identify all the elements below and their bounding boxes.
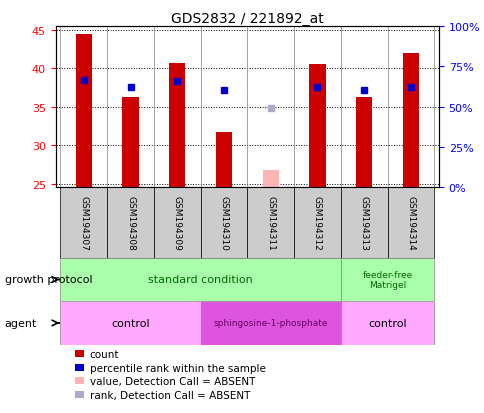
Text: standard condition: standard condition bbox=[148, 275, 253, 285]
Bar bbox=[402, 54, 418, 188]
Text: count: count bbox=[90, 349, 119, 359]
Text: GSM194312: GSM194312 bbox=[312, 196, 321, 250]
Bar bbox=[153, 188, 200, 258]
Bar bbox=[76, 35, 92, 188]
Bar bbox=[387, 188, 433, 258]
Text: GSM194309: GSM194309 bbox=[172, 196, 182, 250]
Text: growth protocol: growth protocol bbox=[5, 275, 92, 285]
Bar bbox=[60, 258, 340, 301]
Title: GDS2832 / 221892_at: GDS2832 / 221892_at bbox=[171, 12, 323, 26]
Bar bbox=[107, 188, 153, 258]
Bar bbox=[169, 64, 185, 188]
Bar bbox=[122, 98, 138, 188]
Bar bbox=[293, 188, 340, 258]
Text: GSM194310: GSM194310 bbox=[219, 196, 228, 250]
Bar bbox=[309, 65, 325, 188]
Text: value, Detection Call = ABSENT: value, Detection Call = ABSENT bbox=[90, 377, 255, 387]
Text: percentile rank within the sample: percentile rank within the sample bbox=[90, 363, 265, 373]
Text: GSM194311: GSM194311 bbox=[266, 196, 274, 250]
Bar bbox=[247, 188, 293, 258]
Bar bbox=[340, 188, 387, 258]
Bar bbox=[60, 301, 200, 345]
Text: GSM194307: GSM194307 bbox=[79, 196, 88, 250]
Bar bbox=[200, 301, 340, 345]
Text: agent: agent bbox=[5, 318, 37, 328]
Text: rank, Detection Call = ABSENT: rank, Detection Call = ABSENT bbox=[90, 390, 250, 400]
Text: GSM194308: GSM194308 bbox=[126, 196, 135, 250]
Text: sphingosine-1-phosphate: sphingosine-1-phosphate bbox=[213, 319, 327, 328]
Text: GSM194313: GSM194313 bbox=[359, 196, 368, 250]
Text: feeder-free
Matrigel: feeder-free Matrigel bbox=[362, 270, 412, 290]
Text: control: control bbox=[367, 318, 406, 328]
Bar bbox=[262, 170, 278, 188]
Bar bbox=[355, 97, 372, 188]
Bar bbox=[340, 258, 433, 301]
Bar bbox=[60, 188, 107, 258]
Text: control: control bbox=[111, 318, 150, 328]
Bar bbox=[215, 133, 232, 188]
Bar bbox=[200, 188, 247, 258]
Text: GSM194314: GSM194314 bbox=[406, 196, 414, 250]
Bar bbox=[340, 301, 433, 345]
